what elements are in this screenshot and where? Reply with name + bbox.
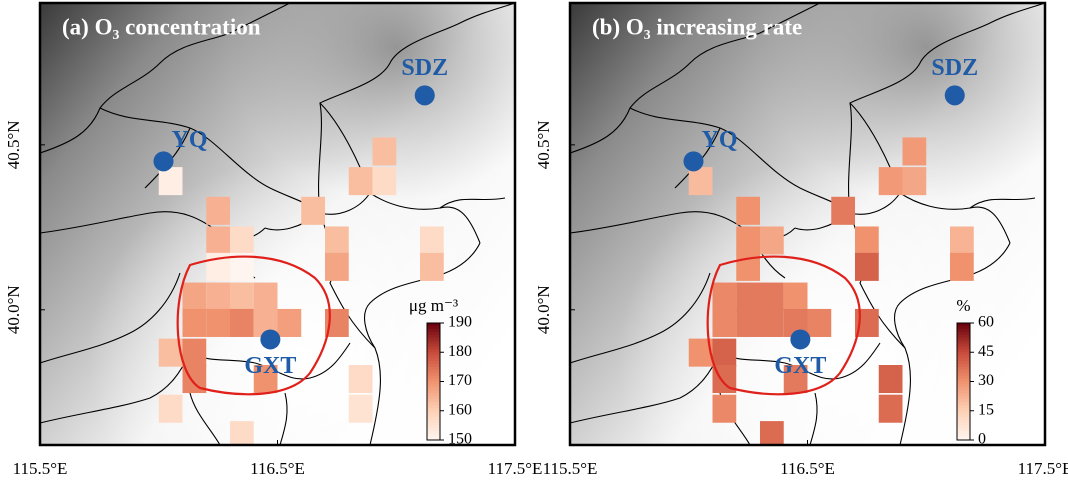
colorbar-label: μg m⁻³	[409, 296, 458, 315]
grid-cell	[855, 253, 879, 281]
grid-cell	[713, 395, 737, 423]
grid-cell	[950, 253, 974, 281]
figure: (a) O₃ concentration YQ SDZ GXT 115.5°E 116.5…	[0, 0, 1068, 481]
grid-cell	[831, 197, 855, 225]
grid-cell	[713, 309, 737, 337]
station-label: YQ	[172, 127, 208, 153]
grid-cell	[278, 309, 302, 337]
grid-cell	[760, 226, 784, 254]
grid-cell	[903, 167, 927, 195]
lon-tick-label: 116.5°E	[780, 459, 835, 478]
colorbar-tick-label: 180	[448, 343, 472, 360]
colorbar-tick-label: 30	[978, 372, 994, 389]
colorbar-tick-label: 15	[978, 401, 994, 418]
colorbar-tick-label: 160	[448, 401, 472, 418]
grid-cell	[325, 226, 349, 254]
colorbar-tick-label: 150	[448, 431, 472, 448]
grid-cell	[206, 309, 230, 337]
map-panel: (b) O₃ increasing rate YQ SDZ GXT 115.5°E 116…	[534, 3, 1068, 478]
grid-cell	[349, 395, 373, 423]
grid-cell	[420, 253, 444, 281]
colorbar-tick-label: 0	[978, 431, 986, 448]
grid-cell	[373, 137, 397, 165]
lon-tick-label: 116.5°E	[250, 459, 305, 478]
lon-tick-label: 115.5°E	[13, 459, 68, 478]
grid-cell	[736, 309, 760, 337]
grid-cell	[183, 283, 207, 311]
colorbar-tick-label: 190	[448, 314, 472, 331]
grid-cell	[689, 167, 713, 195]
grid-cell	[183, 309, 207, 337]
grid-cell	[183, 339, 207, 367]
colorbar-tick-label: 170	[448, 372, 472, 389]
grid-cell	[206, 197, 230, 225]
grid-cell	[349, 365, 373, 393]
colorbar-label: %	[956, 296, 970, 315]
lat-tick-label: 40.0°N	[534, 285, 553, 334]
grid-cell	[736, 226, 760, 254]
station-marker	[154, 151, 174, 171]
station-marker	[415, 85, 435, 105]
station-marker	[945, 85, 965, 105]
lon-tick-label: 117.5°E	[488, 459, 543, 478]
station-label: SDZ	[401, 55, 448, 81]
lat-tick-label: 40.5°N	[4, 120, 23, 169]
grid-cell	[230, 226, 254, 254]
grid-cell	[736, 283, 760, 311]
lon-tick-label: 117.5°E	[1018, 459, 1068, 478]
colorbar-tick-label: 45	[978, 343, 994, 360]
lon-tick-label: 115.5°E	[543, 459, 598, 478]
grid-cell	[760, 283, 784, 311]
colorbar-tick-label: 60	[978, 314, 994, 331]
grid-cell	[950, 226, 974, 254]
station-marker	[260, 329, 280, 349]
station-label: SDZ	[931, 55, 978, 81]
station-marker	[790, 329, 810, 349]
station-label: YQ	[702, 127, 738, 153]
grid-cell	[159, 167, 183, 195]
grid-cell	[879, 365, 903, 393]
grid-cell	[760, 309, 784, 337]
grid-cell	[879, 167, 903, 195]
map-panel: (a) O₃ concentration YQ SDZ GXT 115.5°E 116.5…	[4, 3, 543, 478]
grid-cell	[325, 253, 349, 281]
grid-cell	[855, 226, 879, 254]
grid-cell	[373, 167, 397, 195]
station-label: GXT	[774, 353, 826, 379]
lat-tick-label: 40.0°N	[4, 285, 23, 334]
grid-cell	[784, 283, 808, 311]
grid-cell	[808, 309, 832, 337]
station-marker	[684, 151, 704, 171]
grid-cell	[420, 226, 444, 254]
grid-cell	[230, 309, 254, 337]
station-label: GXT	[244, 353, 296, 379]
grid-cell	[349, 167, 373, 195]
grid-cell	[903, 137, 927, 165]
grid-cell	[713, 339, 737, 367]
grid-cell	[206, 226, 230, 254]
grid-cell	[206, 283, 230, 311]
grid-cell	[159, 395, 183, 423]
lat-tick-label: 40.5°N	[534, 120, 553, 169]
panel-title: (a) O₃ concentration	[62, 14, 261, 39]
grid-cell	[254, 283, 278, 311]
grid-cell	[301, 197, 325, 225]
grid-cell	[713, 283, 737, 311]
grid-cell	[879, 395, 903, 423]
grid-cell	[736, 197, 760, 225]
panel-title: (b) O₃ increasing rate	[592, 14, 802, 39]
grid-cell	[230, 283, 254, 311]
